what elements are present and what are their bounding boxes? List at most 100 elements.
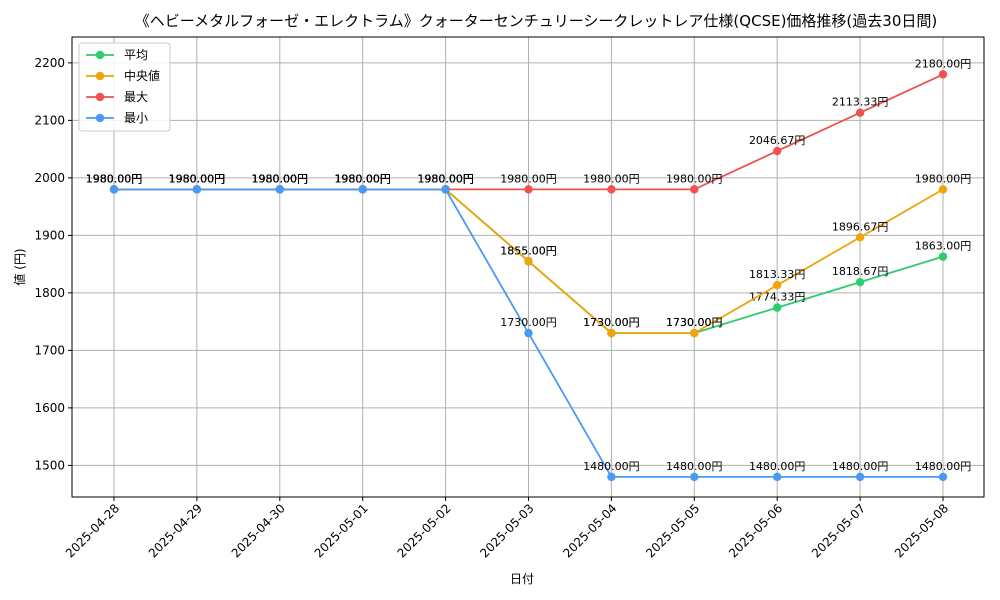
- data-point: [607, 185, 616, 194]
- y-tick-label: 2100: [34, 113, 65, 127]
- data-label: 1863.00円: [915, 240, 972, 253]
- series-3: 1980.00円 1980.00円 1980.00円 1980.00円 1980.00円…: [86, 172, 972, 482]
- data-point: [524, 328, 533, 338]
- data-point: [938, 472, 948, 482]
- data-label: 1980.00円: [417, 172, 474, 185]
- data-label: 1813.33円: [749, 268, 806, 281]
- data-label: 2180.00円: [915, 57, 972, 70]
- x-tick-label: 2025-04-29: [146, 501, 205, 560]
- y-tick-label: 1600: [34, 401, 65, 415]
- data-point: [773, 303, 782, 312]
- x-axis: 2025-04-28 2025-04-29 2025-04-30 2025-05-01…: [63, 497, 951, 560]
- data-label: 1980.00円: [334, 172, 391, 185]
- data-label: 1980.00円: [252, 172, 309, 185]
- data-label: 1980.00円: [666, 172, 723, 185]
- data-label: 1980.00円: [500, 172, 557, 185]
- data-label: 2046.67円: [749, 134, 806, 147]
- data-label: 1980.00円: [169, 172, 226, 185]
- data-label: 1980.00円: [86, 172, 143, 185]
- data-label: 1980.00円: [334, 172, 391, 185]
- data-label: 1980.00円: [583, 172, 640, 185]
- data-point: [938, 185, 948, 194]
- data-label: 1980.00円: [417, 172, 474, 185]
- x-axis-label: 日付: [510, 572, 534, 586]
- data-label: 1730.00円: [500, 316, 557, 329]
- x-tick-label: 2025-05-02: [395, 501, 454, 560]
- x-tick-label: 2025-05-05: [643, 501, 702, 560]
- data-label: 1980.00円: [252, 172, 309, 185]
- data-point: [773, 146, 782, 156]
- x-tick-label: 2025-05-03: [477, 501, 536, 560]
- data-label: 2113.33円: [832, 96, 889, 109]
- chart-title: 《ヘビーメタルフォーゼ・エレクトラム》クォーターセンチュリーシークレットレア仕様…: [135, 12, 937, 30]
- data-label: 1480.00円: [915, 460, 972, 473]
- data-point: [938, 252, 948, 261]
- data-point: [192, 185, 202, 194]
- x-tick-label: 2025-04-30: [229, 501, 288, 560]
- x-tick-label: 2025-05-04: [560, 501, 619, 560]
- data-label: 1855.00円: [500, 244, 557, 257]
- y-tick-label: 2000: [34, 171, 65, 185]
- data-point: [109, 185, 119, 194]
- data-point: [855, 233, 865, 242]
- legend-label: 平均: [124, 48, 148, 62]
- data-point: [938, 70, 948, 79]
- data-label: 1480.00円: [583, 460, 640, 473]
- data-label: 1980.00円: [86, 172, 143, 185]
- data-label: 1730.00円: [583, 316, 640, 329]
- y-tick-label: 2200: [34, 56, 65, 70]
- x-tick-label: 2025-05-06: [726, 501, 785, 560]
- data-label: 1980.00円: [86, 172, 143, 185]
- data-point: [855, 108, 865, 117]
- y-tick-label: 1800: [34, 286, 65, 300]
- data-label: 1980.00円: [252, 172, 309, 185]
- data-label: 1980.00円: [169, 172, 226, 185]
- y-axis-label: 値 (円): [12, 248, 27, 285]
- data-point: [607, 328, 616, 338]
- y-tick-label: 1900: [34, 228, 65, 242]
- data-point: [855, 472, 865, 482]
- data-label: 1480.00円: [832, 460, 889, 473]
- data-label: 1730.00円: [583, 316, 640, 329]
- data-point: [855, 277, 865, 287]
- legend-label: 最小: [124, 111, 148, 125]
- y-tick-label: 1500: [34, 458, 65, 472]
- data-label: 1980.00円: [334, 172, 391, 185]
- x-tick-label: 2025-05-07: [809, 501, 868, 560]
- x-tick-label: 2025-04-28: [63, 501, 122, 560]
- data-point: [607, 472, 616, 482]
- grid: [72, 37, 984, 497]
- legend-marker: [95, 113, 105, 123]
- data-label: 1480.00円: [666, 460, 723, 473]
- data-label: 1730.00円: [666, 316, 723, 329]
- data-point: [773, 472, 782, 482]
- y-tick-label: 1700: [34, 343, 65, 357]
- data-label: 1855.00円: [500, 244, 557, 257]
- legend-marker: [95, 50, 105, 60]
- legend-marker: [95, 71, 105, 81]
- data-point: [358, 185, 367, 194]
- data-label: 1980.00円: [86, 172, 143, 185]
- data-label: 1980.00円: [169, 172, 226, 185]
- data-label: 1980.00円: [915, 172, 972, 185]
- legend-label: 中央値: [124, 68, 160, 83]
- data-label: 1980.00円: [252, 172, 309, 185]
- data-point: [524, 185, 533, 194]
- y-axis: 1500 1600 1700 1800 1900 2000 2100 2200: [34, 56, 72, 472]
- legend-frame: [78, 42, 171, 132]
- legend-label: 最大: [124, 90, 148, 104]
- x-tick-label: 2025-05-01: [312, 501, 371, 560]
- data-point: [690, 328, 699, 338]
- data-label: 1980.00円: [417, 172, 474, 185]
- data-label: 1896.67円: [832, 220, 889, 233]
- data-label: 1980.00円: [169, 172, 226, 185]
- data-point: [690, 185, 699, 194]
- data-point: [690, 472, 699, 482]
- data-label: 1980.00円: [334, 172, 391, 185]
- series-layer: 1980.00円 1980.00円 1980.00円 1980.00円 1980.00円…: [86, 57, 972, 482]
- data-point: [524, 257, 533, 266]
- data-label: 1980.00円: [417, 172, 474, 185]
- data-point: [773, 281, 782, 290]
